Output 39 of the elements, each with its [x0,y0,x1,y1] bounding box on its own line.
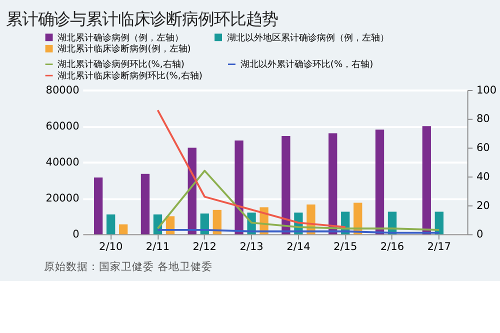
x-tick-label: 2/13 [240,241,264,254]
y2-tick-label: 40 [476,170,490,183]
bar [375,130,384,234]
x-tick-label: 2/17 [427,241,452,254]
bar [140,174,150,234]
bar [328,133,338,234]
bar [434,212,444,234]
x-tick-label: 2/16 [380,241,404,254]
x-tick-label: 2/15 [333,241,358,254]
y-tick-label: 80000 [46,84,80,96]
line-series [156,109,346,228]
text: 原始数据：国家卫健委 各地卫健委 [44,260,213,273]
y-tick-label: 0 [72,228,80,241]
y-tick-label: 60000 [46,120,80,132]
legend-label: 湖北累计确诊病例环比(%,右轴) [58,59,184,70]
y2-tick-label: 80 [476,113,490,126]
legend-label: 湖北累计确诊病例（例，左轴） [58,32,184,44]
y2-tick-label: 0 [476,228,484,241]
x-tick-label: 2/10 [98,241,123,254]
y2-tick-label: 60 [476,142,490,154]
y-tick-label: 40000 [46,156,80,168]
y-tick-label: 20000 [46,192,80,205]
legend-label: 湖北累计临床诊断病例环比(%,右轴) [58,70,202,82]
x-tick-label: 2/14 [286,241,311,254]
bar [234,140,244,234]
legend-label: 湖北累计临床诊断病例(例，左轴) [58,44,191,55]
legend-label: 湖北以外累计确诊环比(%，右轴) [240,59,374,70]
x-tick-label: 2/12 [192,241,217,254]
chart-title: 累计确诊与累计临床诊断病例环比趋势 [6,10,278,29]
x-tick-label: 2/11 [146,241,170,254]
bar [106,214,116,234]
line-series [156,170,440,231]
bar [422,126,431,234]
bar [119,224,128,234]
y2-tick-label: 100 [476,84,497,96]
bar [94,177,103,234]
legend-label: 湖北以外地区累计确诊病例（例，左轴） [226,32,389,44]
y2-tick-label: 20 [476,200,490,212]
bar [282,136,290,234]
